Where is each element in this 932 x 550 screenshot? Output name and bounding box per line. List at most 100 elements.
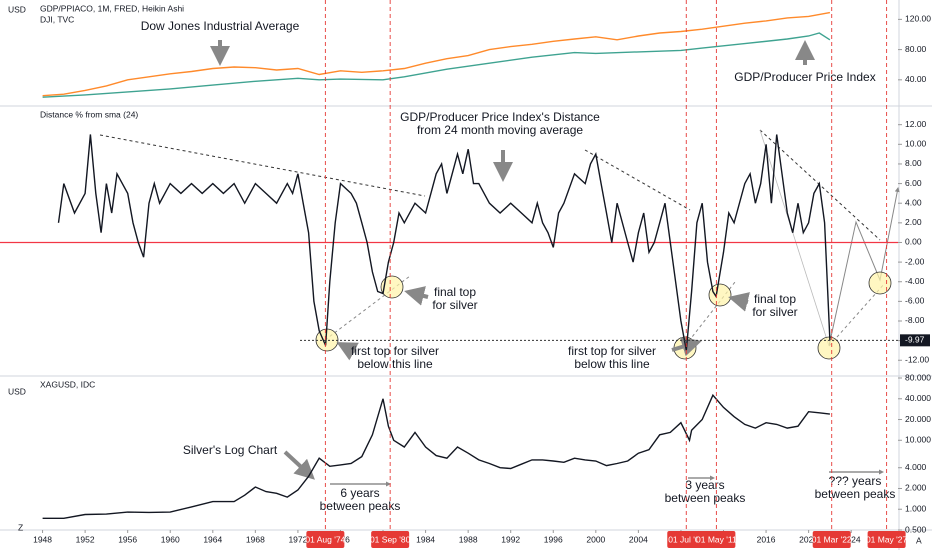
last-value-label: -9.97 bbox=[905, 335, 925, 345]
y-tick-label: -12.00 bbox=[905, 355, 929, 365]
annotation: below this line bbox=[574, 357, 650, 371]
x-tick-label: 1988 bbox=[459, 534, 478, 544]
y-tick-label: 6.00 bbox=[905, 178, 922, 188]
event-label-box bbox=[667, 531, 706, 548]
y-tick-label: -6.00 bbox=[905, 296, 925, 306]
highlight-circle bbox=[868, 271, 892, 295]
x-tick-label: 1956 bbox=[118, 534, 137, 544]
x-tick-label: 1948 bbox=[33, 534, 52, 544]
y-tick-label: 0.00 bbox=[905, 237, 922, 247]
unit-label: USD bbox=[8, 4, 26, 14]
y-tick-label: 80.00 bbox=[905, 44, 927, 54]
y-tick-label: 80.000 bbox=[905, 372, 931, 382]
y-tick-label: -4.00 bbox=[905, 276, 925, 286]
y-tick-label: 20.000 bbox=[905, 414, 931, 424]
y-tick-label: 2.000 bbox=[905, 483, 927, 493]
annotation: for silver bbox=[432, 298, 477, 312]
annotation: GDP/Producer Price Index's Distance bbox=[400, 110, 600, 124]
x-tick-label: 1964 bbox=[203, 534, 222, 544]
annotation: between peaks bbox=[815, 487, 896, 501]
annotation: 3 years bbox=[685, 478, 724, 492]
projection bbox=[759, 129, 830, 347]
y-tick-label: 40.000 bbox=[905, 393, 931, 403]
annotation: GDP/Producer Price Index bbox=[734, 70, 875, 84]
annotation: below this line bbox=[357, 357, 433, 371]
annotation: ??? years bbox=[829, 474, 882, 488]
event-label: 01 Aug '74 bbox=[305, 534, 345, 544]
annotation: 6 years bbox=[340, 486, 379, 500]
x-tick-label: 1984 bbox=[416, 534, 435, 544]
x-tick-label: 1968 bbox=[246, 534, 265, 544]
series-line bbox=[42, 393, 830, 519]
pane-title: Distance % from sma (24) bbox=[40, 109, 138, 119]
x-tick-label: 2024 bbox=[842, 534, 861, 544]
x-tick-label: 1972 bbox=[288, 534, 307, 544]
annotation: Dow Jones Industrial Average bbox=[141, 19, 300, 33]
y-tick-label: 8.00 bbox=[905, 158, 922, 168]
annotation: for silver bbox=[752, 305, 797, 319]
y-tick-label: 4.000 bbox=[905, 462, 927, 472]
pane-subtitle: DJI, TVC bbox=[40, 14, 74, 24]
event-label-box bbox=[867, 531, 906, 548]
annotation: between peaks bbox=[320, 499, 401, 513]
arrow bbox=[336, 342, 359, 361]
corner-button[interactable]: A bbox=[916, 535, 922, 545]
x-tick-label: 1996 bbox=[544, 534, 563, 544]
event-label-box bbox=[812, 531, 851, 548]
x-tick-label: 2016 bbox=[757, 534, 776, 544]
arrow bbox=[728, 292, 750, 312]
y-tick-label: -8.00 bbox=[905, 315, 925, 325]
x-tick-label: 1960 bbox=[161, 534, 180, 544]
pane-title: XAGUSD, IDC bbox=[40, 379, 95, 389]
corner-button[interactable]: Z bbox=[18, 522, 23, 532]
y-tick-label: 10.00 bbox=[905, 139, 927, 149]
projection bbox=[828, 187, 900, 347]
annotation: final top bbox=[754, 292, 796, 306]
annotation: final top bbox=[434, 285, 476, 299]
y-tick-label: 10.000 bbox=[905, 435, 931, 445]
y-tick-label: 40.00 bbox=[905, 74, 927, 84]
series-line bbox=[42, 32, 831, 98]
y-tick-label: 4.00 bbox=[905, 197, 922, 207]
arrow bbox=[404, 286, 429, 306]
x-tick-label: 2020 bbox=[799, 534, 818, 544]
y-tick-label: -2.00 bbox=[905, 256, 925, 266]
x-tick-label: 1992 bbox=[501, 534, 520, 544]
annotation: Silver's Log Chart bbox=[183, 443, 278, 457]
event-label-box bbox=[697, 531, 736, 548]
event-label-box bbox=[371, 531, 410, 548]
x-tick-label: 2004 bbox=[629, 534, 648, 544]
event-label: 01 Jul '08 bbox=[668, 534, 704, 544]
annotation: from 24 month moving average bbox=[417, 123, 583, 137]
x-tick-label: 1952 bbox=[76, 534, 95, 544]
y-tick-label: 120.00 bbox=[905, 14, 931, 24]
event-label: 01 Sep '80 bbox=[370, 534, 411, 544]
pane-title: GDP/PPIACO, 1M, FRED, Heikin Ashi bbox=[40, 3, 184, 13]
annotation: first top for silver bbox=[351, 344, 439, 358]
y-tick-label: 0.500 bbox=[905, 524, 927, 534]
y-tick-label: 2.00 bbox=[905, 217, 922, 227]
series-line bbox=[57, 134, 831, 351]
event-label-box bbox=[306, 531, 345, 548]
annotation: between peaks bbox=[665, 491, 746, 505]
last-value-box bbox=[900, 334, 930, 347]
series-line bbox=[42, 11, 831, 97]
event-label: 01 May '11 bbox=[696, 534, 737, 544]
annotation: first top for silver bbox=[568, 344, 656, 358]
y-tick-label: 1.000 bbox=[905, 503, 927, 513]
highlight-circle bbox=[817, 336, 841, 360]
trend-line bbox=[828, 282, 886, 347]
y-tick-label: 12.00 bbox=[905, 119, 927, 129]
x-tick-label: 2000 bbox=[586, 534, 605, 544]
unit-label: USD bbox=[8, 386, 26, 396]
arrow bbox=[283, 450, 315, 480]
highlight-circle bbox=[380, 275, 404, 299]
event-label: 01 Mar '22 bbox=[812, 534, 852, 544]
event-label: 01 May '27 bbox=[866, 534, 908, 544]
trend-line bbox=[99, 134, 426, 197]
trend-line bbox=[584, 149, 691, 211]
